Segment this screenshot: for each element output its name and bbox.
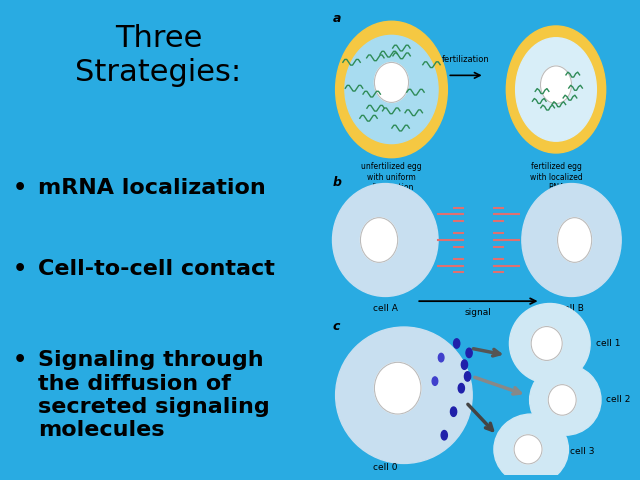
- Circle shape: [451, 407, 457, 417]
- Text: signal: signal: [465, 308, 492, 317]
- Text: •: •: [13, 259, 27, 279]
- Text: •: •: [13, 350, 27, 371]
- Ellipse shape: [509, 303, 590, 384]
- Circle shape: [466, 348, 472, 358]
- Circle shape: [458, 384, 465, 393]
- Text: cell 2: cell 2: [605, 396, 630, 405]
- Ellipse shape: [360, 217, 397, 263]
- Circle shape: [441, 431, 447, 440]
- Ellipse shape: [345, 36, 438, 144]
- Ellipse shape: [540, 66, 572, 104]
- Ellipse shape: [514, 435, 542, 464]
- Ellipse shape: [335, 327, 472, 464]
- Text: •: •: [13, 178, 27, 198]
- Ellipse shape: [335, 21, 447, 158]
- Ellipse shape: [531, 326, 562, 360]
- Ellipse shape: [506, 26, 605, 153]
- Circle shape: [461, 360, 468, 370]
- Text: cell B: cell B: [559, 303, 584, 312]
- Ellipse shape: [374, 362, 421, 414]
- Ellipse shape: [522, 183, 621, 297]
- Ellipse shape: [494, 414, 568, 480]
- Ellipse shape: [530, 365, 601, 435]
- Text: fertilized egg
with localized
RNA: fertilized egg with localized RNA: [530, 162, 582, 192]
- Text: a: a: [333, 12, 341, 25]
- Ellipse shape: [374, 62, 408, 102]
- Ellipse shape: [516, 38, 596, 141]
- Ellipse shape: [557, 217, 592, 263]
- Text: cell 3: cell 3: [570, 447, 595, 456]
- Text: Cell-to-cell contact: Cell-to-cell contact: [38, 259, 275, 279]
- Text: Three
Strategies:: Three Strategies:: [76, 24, 241, 86]
- Text: fertilization: fertilization: [442, 55, 490, 64]
- Ellipse shape: [333, 183, 438, 297]
- Text: cell 1: cell 1: [596, 339, 621, 348]
- Circle shape: [432, 377, 438, 385]
- Ellipse shape: [548, 384, 576, 415]
- Circle shape: [465, 372, 470, 381]
- Text: cell A: cell A: [373, 303, 397, 312]
- Circle shape: [438, 353, 444, 362]
- Circle shape: [454, 339, 460, 348]
- Text: cell 0: cell 0: [373, 464, 397, 472]
- Text: b: b: [333, 177, 342, 190]
- Text: c: c: [333, 320, 340, 333]
- Text: mRNA localization: mRNA localization: [38, 178, 266, 198]
- Text: Signaling through
the diffusion of
secreted signaling
molecules: Signaling through the diffusion of secre…: [38, 350, 270, 440]
- Text: unfertilized egg
with uniform
distribution
of RNA: unfertilized egg with uniform distributi…: [361, 162, 422, 203]
